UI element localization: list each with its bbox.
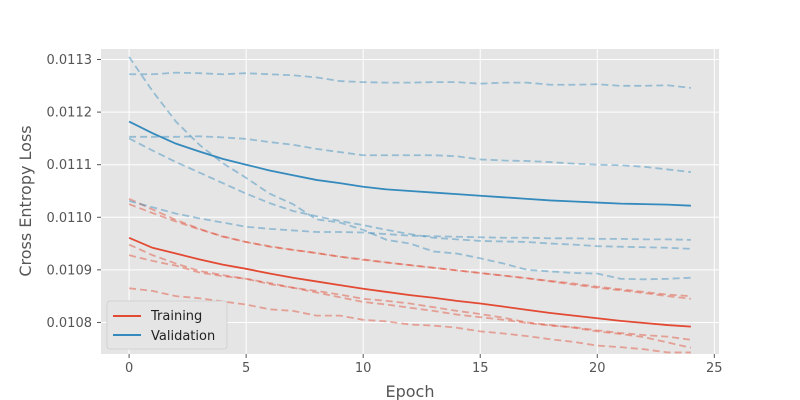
dashed-validation-series-line <box>129 71 692 89</box>
y-tick-label: 0.0113 <box>47 53 93 68</box>
grid-lines <box>101 49 719 354</box>
dashed-training-series-line <box>128 254 692 341</box>
y-tick-label: 0.0108 <box>47 316 93 331</box>
dashed-validation-series-line <box>129 135 692 173</box>
validation-series-line <box>128 120 691 207</box>
legend-box <box>106 300 228 350</box>
x-tick-label: 25 <box>706 361 723 376</box>
dashed-training-series-line <box>128 203 691 298</box>
legend-label-training: Training <box>150 309 202 324</box>
legend: Training Validation <box>106 300 228 350</box>
dashed-validation-series-line <box>128 56 691 281</box>
dashed-validation-series-line <box>128 137 691 250</box>
x-tick-label: 5 <box>242 361 250 376</box>
x-axis-title: Epoch <box>386 382 435 400</box>
y-axis-ticks: 0.0108 0.0109 0.0110 0.0111 0.0112 0.0113 <box>47 53 101 331</box>
x-tick-label: 10 <box>355 361 372 376</box>
series-lines <box>128 56 692 354</box>
x-axis-ticks: 0 5 10 15 20 25 <box>125 354 723 376</box>
x-tick-label: 20 <box>589 361 606 376</box>
dashed-training-series-line <box>128 243 692 349</box>
x-tick-label: 15 <box>472 361 489 376</box>
y-tick-label: 0.0109 <box>47 263 93 278</box>
dashed-training-series-line <box>128 198 692 300</box>
y-tick-label: 0.0110 <box>47 211 93 226</box>
training-series-line <box>128 236 691 328</box>
legend-label-validation: Validation <box>151 329 215 344</box>
y-tick-label: 0.0112 <box>47 106 93 121</box>
y-axis-title: Cross Entropy Loss <box>16 125 35 276</box>
x-tick-label: 0 <box>125 361 133 376</box>
y-tick-label: 0.0111 <box>47 158 93 173</box>
